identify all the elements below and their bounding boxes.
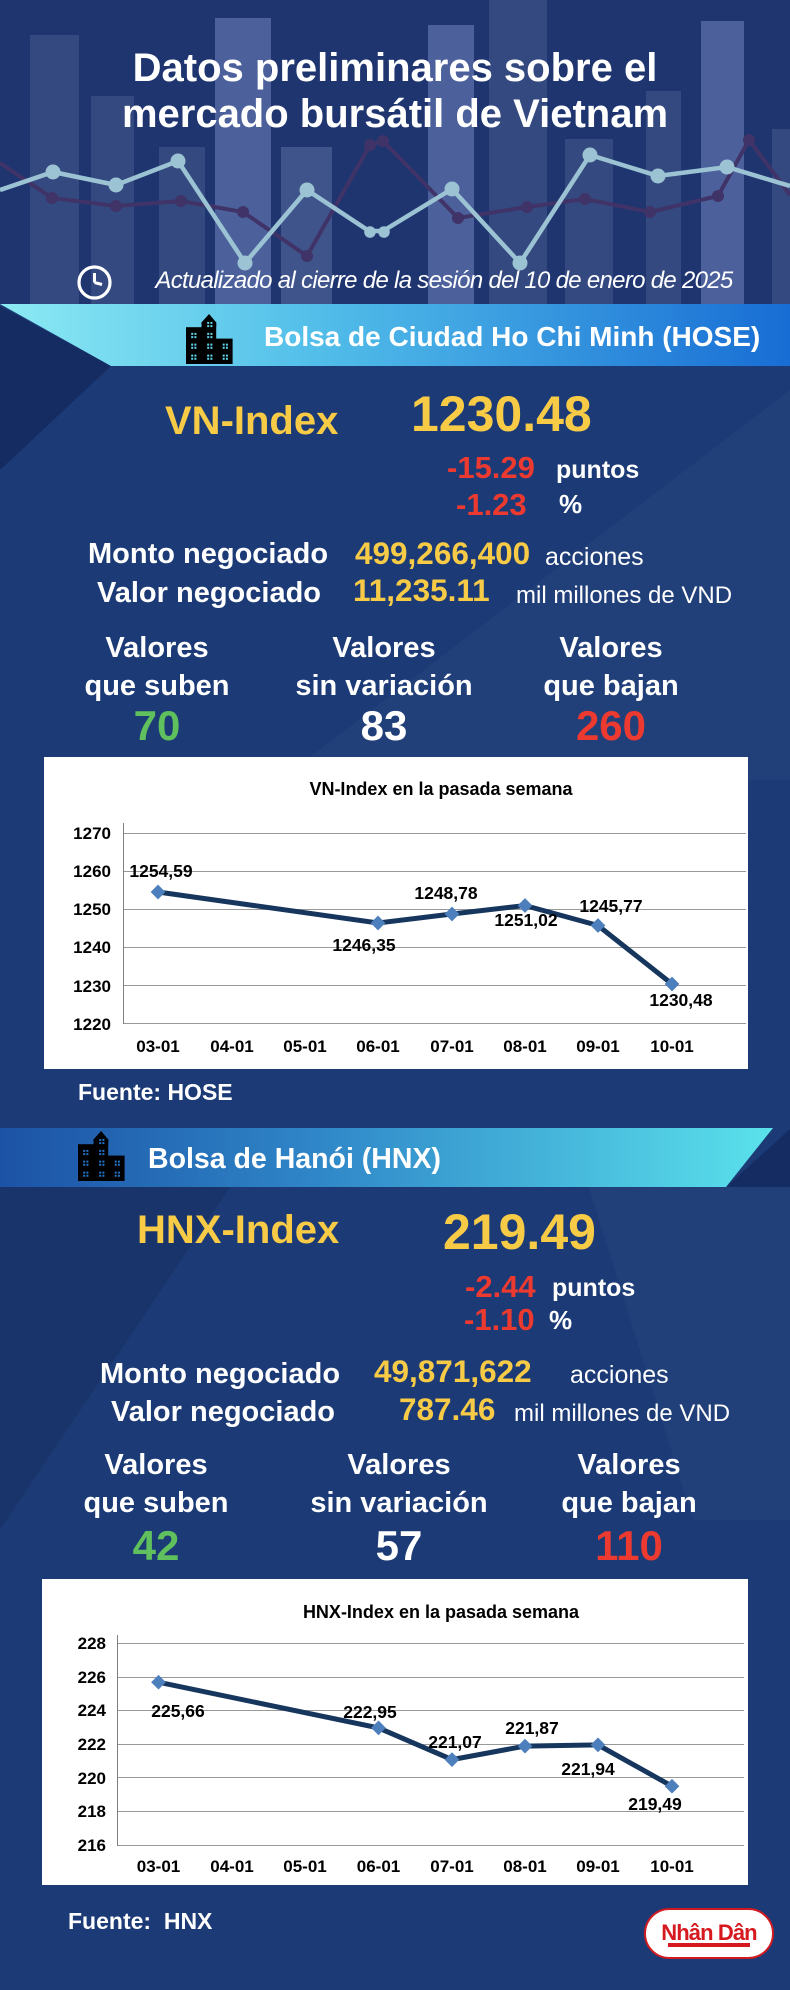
svg-text:1230,48: 1230,48: [649, 990, 713, 1010]
svg-text:221,87: 221,87: [505, 1718, 559, 1738]
svg-text:VN-Index en la pasada semana: VN-Index en la pasada semana: [309, 779, 573, 799]
svg-text:219,49: 219,49: [628, 1794, 682, 1814]
svg-text:04-01: 04-01: [210, 1857, 253, 1876]
svg-text:226: 226: [78, 1668, 106, 1687]
svg-text:1240: 1240: [73, 938, 111, 957]
svg-text:1248,78: 1248,78: [414, 883, 478, 903]
svg-text:05-01: 05-01: [283, 1857, 326, 1876]
svg-text:06-01: 06-01: [357, 1857, 400, 1876]
svg-text:10-01: 10-01: [650, 1037, 693, 1056]
svg-text:221,94: 221,94: [561, 1759, 615, 1779]
svg-text:1270: 1270: [73, 824, 111, 843]
svg-text:1254,59: 1254,59: [129, 861, 193, 881]
svg-text:07-01: 07-01: [430, 1037, 473, 1056]
svg-text:1260: 1260: [73, 862, 111, 881]
svg-text:09-01: 09-01: [576, 1037, 619, 1056]
svg-text:03-01: 03-01: [137, 1857, 180, 1876]
svg-text:07-01: 07-01: [430, 1857, 473, 1876]
svg-text:HNX-Index en la pasada semana: HNX-Index en la pasada semana: [303, 1602, 580, 1622]
svg-text:216: 216: [78, 1836, 106, 1855]
svg-text:222,95: 222,95: [343, 1702, 397, 1722]
svg-text:1246,35: 1246,35: [332, 935, 396, 955]
svg-text:221,07: 221,07: [428, 1732, 482, 1752]
svg-text:10-01: 10-01: [650, 1857, 693, 1876]
svg-text:1251,02: 1251,02: [494, 910, 558, 930]
svg-text:06-01: 06-01: [356, 1037, 399, 1056]
svg-text:05-01: 05-01: [283, 1037, 326, 1056]
svg-text:224: 224: [78, 1701, 107, 1720]
svg-text:09-01: 09-01: [576, 1857, 619, 1876]
svg-text:1220: 1220: [73, 1015, 111, 1034]
svg-text:1250: 1250: [73, 900, 111, 919]
svg-text:222: 222: [78, 1735, 106, 1754]
svg-text:08-01: 08-01: [503, 1857, 546, 1876]
svg-text:228: 228: [78, 1634, 106, 1653]
svg-text:218: 218: [78, 1802, 106, 1821]
svg-text:08-01: 08-01: [503, 1037, 546, 1056]
svg-text:220: 220: [78, 1769, 106, 1788]
svg-text:04-01: 04-01: [210, 1037, 253, 1056]
svg-text:225,66: 225,66: [151, 1701, 205, 1721]
svg-text:1230: 1230: [73, 977, 111, 996]
svg-text:03-01: 03-01: [136, 1037, 179, 1056]
svg-text:1245,77: 1245,77: [579, 896, 642, 916]
